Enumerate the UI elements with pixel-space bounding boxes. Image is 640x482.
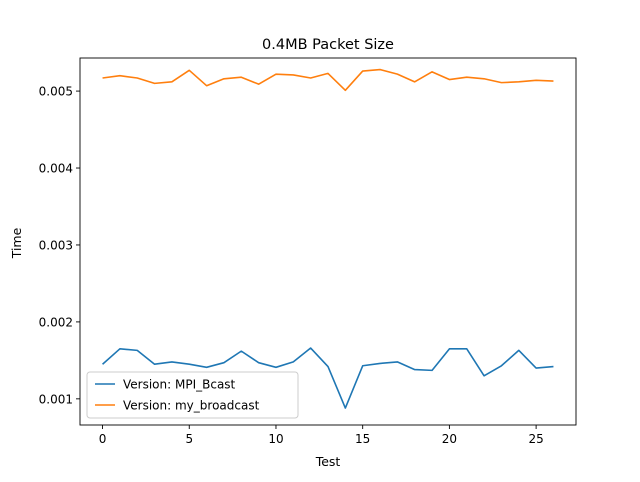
y-tick-label: 0.001 xyxy=(39,392,73,406)
y-tick-label: 0.004 xyxy=(39,162,73,176)
series-line-1 xyxy=(102,68,554,92)
x-axis-label: Test xyxy=(315,454,341,469)
x-tick-label: 15 xyxy=(355,432,370,446)
axes-frame xyxy=(79,57,577,426)
x-tick-label: 5 xyxy=(185,432,193,446)
legend-label-0: Version: MPI_Bcast xyxy=(123,378,236,392)
plot-area: 0 5 10 15 20 25 0.001 0.002 0.003 0.004 0.005 Versi… xyxy=(39,57,577,446)
x-tick-label: 20 xyxy=(442,432,457,446)
x-tick-label: 25 xyxy=(528,432,543,446)
x-tick-label: 10 xyxy=(268,432,283,446)
series-line-0 xyxy=(102,347,554,409)
y-tick-label: 0.005 xyxy=(39,85,73,99)
y-axis-label: Time xyxy=(9,227,24,259)
x-tick-label: 0 xyxy=(99,432,107,446)
chart-title: 0.4MB Packet Size xyxy=(262,37,394,53)
legend-label-1: Version: my_broadcast xyxy=(123,399,260,413)
y-tick-label: 0.002 xyxy=(39,315,73,329)
y-tick-label: 0.003 xyxy=(39,238,73,252)
legend-box xyxy=(86,371,299,419)
